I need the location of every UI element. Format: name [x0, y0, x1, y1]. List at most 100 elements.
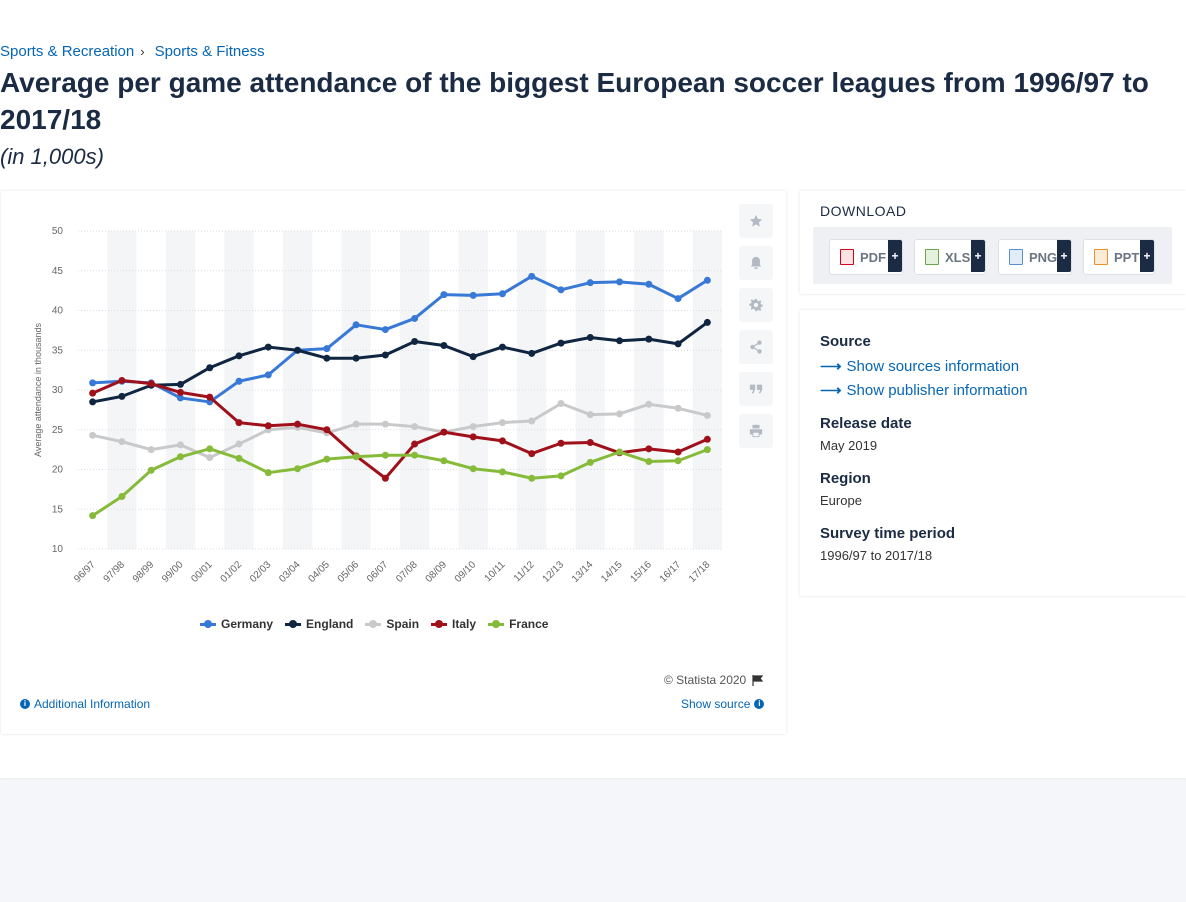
data-point[interactable]: [381, 326, 389, 334]
download-xls-button[interactable]: XLS +: [914, 239, 986, 275]
data-point[interactable]: [118, 376, 126, 384]
data-point[interactable]: [586, 411, 594, 419]
data-point[interactable]: [264, 371, 272, 379]
data-point[interactable]: [674, 340, 682, 348]
legend-item-italy[interactable]: Italy: [431, 617, 476, 631]
breadcrumb-item-sports-recreation[interactable]: Sports & Recreation: [0, 43, 135, 60]
data-point[interactable]: [557, 286, 565, 294]
data-point[interactable]: [645, 400, 653, 408]
data-point[interactable]: [381, 474, 389, 482]
data-point[interactable]: [616, 448, 624, 456]
data-point[interactable]: [411, 314, 419, 322]
data-point[interactable]: [89, 431, 97, 439]
data-point[interactable]: [440, 291, 448, 299]
data-point[interactable]: [381, 451, 389, 459]
data-point[interactable]: [469, 353, 477, 361]
data-point[interactable]: [645, 445, 653, 453]
data-point[interactable]: [703, 435, 711, 443]
data-point[interactable]: [176, 453, 184, 461]
data-point[interactable]: [235, 377, 243, 385]
data-point[interactable]: [352, 321, 360, 329]
legend-item-france[interactable]: France: [488, 617, 548, 631]
data-point[interactable]: [616, 278, 624, 286]
data-point[interactable]: [645, 458, 653, 466]
data-point[interactable]: [264, 422, 272, 430]
data-point[interactable]: [528, 450, 536, 458]
data-point[interactable]: [352, 420, 360, 428]
data-point[interactable]: [674, 295, 682, 303]
data-point[interactable]: [118, 493, 126, 501]
data-point[interactable]: [118, 438, 126, 446]
data-point[interactable]: [645, 280, 653, 288]
data-point[interactable]: [498, 468, 506, 476]
data-point[interactable]: [147, 446, 155, 454]
data-point[interactable]: [89, 389, 97, 397]
data-point[interactable]: [89, 398, 97, 406]
data-point[interactable]: [323, 455, 331, 463]
data-point[interactable]: [616, 337, 624, 345]
data-point[interactable]: [674, 404, 682, 412]
data-point[interactable]: [528, 474, 536, 482]
data-point[interactable]: [498, 290, 506, 298]
data-point[interactable]: [176, 380, 184, 388]
data-point[interactable]: [352, 354, 360, 362]
data-point[interactable]: [323, 354, 331, 362]
data-point[interactable]: [352, 453, 360, 461]
data-point[interactable]: [411, 338, 419, 346]
data-point[interactable]: [294, 465, 302, 473]
flag-icon[interactable]: [752, 674, 764, 686]
data-point[interactable]: [703, 411, 711, 419]
settings-button[interactable]: [739, 288, 773, 322]
data-point[interactable]: [498, 419, 506, 427]
data-point[interactable]: [498, 437, 506, 445]
data-point[interactable]: [381, 420, 389, 428]
data-point[interactable]: [323, 426, 331, 434]
data-point[interactable]: [586, 279, 594, 287]
download-ppt-button[interactable]: PPT +: [1083, 239, 1155, 275]
data-point[interactable]: [469, 291, 477, 299]
data-point[interactable]: [586, 334, 594, 342]
data-point[interactable]: [323, 345, 331, 353]
data-point[interactable]: [294, 420, 302, 428]
data-point[interactable]: [176, 388, 184, 396]
data-point[interactable]: [411, 451, 419, 459]
data-point[interactable]: [89, 379, 97, 387]
data-point[interactable]: [235, 440, 243, 448]
data-point[interactable]: [440, 341, 448, 349]
data-point[interactable]: [528, 272, 536, 280]
data-point[interactable]: [674, 457, 682, 465]
data-point[interactable]: [411, 440, 419, 448]
alert-button[interactable]: [739, 246, 773, 280]
data-point[interactable]: [411, 423, 419, 431]
data-point[interactable]: [557, 339, 565, 347]
data-point[interactable]: [469, 433, 477, 441]
breadcrumb-item-sports-fitness[interactable]: Sports & Fitness: [154, 43, 265, 60]
download-pdf-button[interactable]: PDF +: [829, 239, 903, 275]
data-point[interactable]: [235, 419, 243, 427]
print-button[interactable]: [739, 414, 773, 448]
data-point[interactable]: [586, 458, 594, 466]
data-point[interactable]: [440, 457, 448, 465]
data-point[interactable]: [206, 364, 214, 372]
data-point[interactable]: [616, 410, 624, 418]
data-point[interactable]: [118, 392, 126, 400]
data-point[interactable]: [469, 465, 477, 473]
data-point[interactable]: [294, 346, 302, 354]
data-point[interactable]: [147, 380, 155, 388]
data-point[interactable]: [586, 438, 594, 446]
data-point[interactable]: [557, 439, 565, 447]
data-point[interactable]: [703, 276, 711, 284]
legend-item-spain[interactable]: Spain: [365, 617, 419, 631]
share-button[interactable]: [739, 330, 773, 364]
data-point[interactable]: [528, 349, 536, 357]
data-point[interactable]: [557, 472, 565, 480]
additional-information-link[interactable]: i Additional Information: [20, 697, 150, 711]
download-png-button[interactable]: PNG +: [998, 239, 1072, 275]
show-sources-link[interactable]: ⟶ Show sources information: [820, 357, 1019, 376]
data-point[interactable]: [206, 454, 214, 462]
data-point[interactable]: [89, 512, 97, 520]
data-point[interactable]: [206, 445, 214, 453]
data-point[interactable]: [498, 343, 506, 351]
show-source-link[interactable]: Show source i: [681, 697, 765, 711]
data-point[interactable]: [557, 400, 565, 408]
